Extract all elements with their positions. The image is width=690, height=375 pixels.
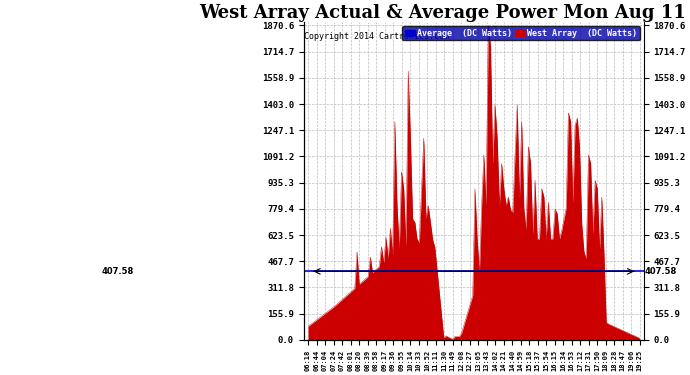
- Title: West Array Actual & Average Power Mon Aug 11 19:26: West Array Actual & Average Power Mon Au…: [199, 4, 690, 22]
- Text: 407.58: 407.58: [101, 267, 134, 276]
- Legend: Average  (DC Watts), West Array  (DC Watts): Average (DC Watts), West Array (DC Watts…: [402, 27, 640, 40]
- Text: Copyright 2014 Cartronics.com: Copyright 2014 Cartronics.com: [304, 32, 449, 41]
- Text: 407.58: 407.58: [644, 267, 676, 276]
